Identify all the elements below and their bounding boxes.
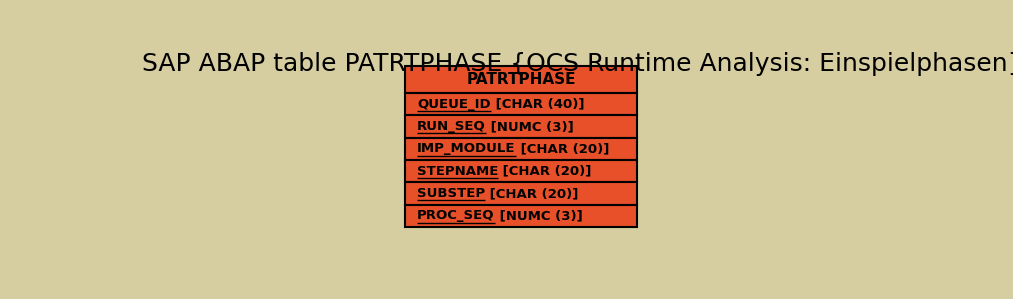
FancyBboxPatch shape (405, 66, 637, 93)
Text: [CHAR (20)]: [CHAR (20)] (516, 142, 609, 155)
Text: PATRTPHASE: PATRTPHASE (466, 72, 575, 87)
FancyBboxPatch shape (405, 205, 637, 227)
Text: IMP_MODULE: IMP_MODULE (417, 142, 516, 155)
Text: [CHAR (20)]: [CHAR (20)] (498, 165, 592, 178)
Text: SUBSTEP: SUBSTEP (417, 187, 485, 200)
FancyBboxPatch shape (405, 160, 637, 182)
Text: RUN_SEQ: RUN_SEQ (417, 120, 486, 133)
Text: STEPNAME: STEPNAME (417, 165, 498, 178)
FancyBboxPatch shape (405, 182, 637, 205)
Text: [CHAR (20)]: [CHAR (20)] (485, 187, 578, 200)
Text: [NUMC (3)]: [NUMC (3)] (486, 120, 573, 133)
Text: PROC_SEQ: PROC_SEQ (417, 209, 494, 222)
FancyBboxPatch shape (405, 138, 637, 160)
Text: QUEUE_ID: QUEUE_ID (417, 98, 490, 111)
Text: [CHAR (40)]: [CHAR (40)] (490, 98, 585, 111)
Text: SAP ABAP table PATRTPHASE {OCS Runtime Analysis: Einspielphasen}: SAP ABAP table PATRTPHASE {OCS Runtime A… (142, 52, 1013, 76)
FancyBboxPatch shape (405, 115, 637, 138)
FancyBboxPatch shape (405, 93, 637, 115)
Text: [NUMC (3)]: [NUMC (3)] (494, 209, 582, 222)
